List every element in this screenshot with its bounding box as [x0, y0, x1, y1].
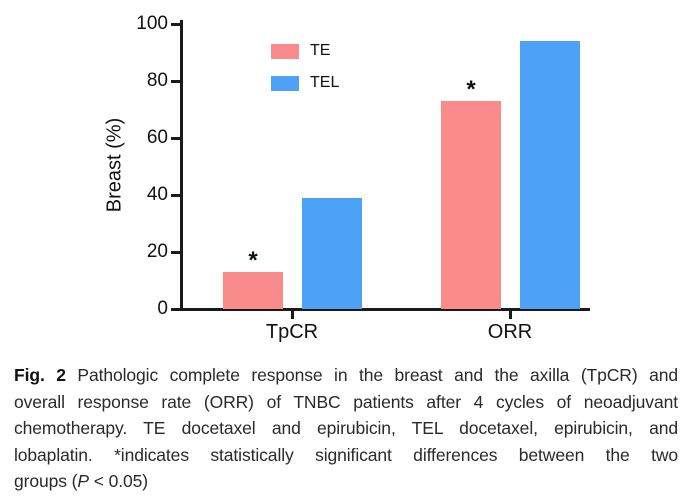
y-tick-label: 20 — [146, 241, 168, 262]
legend-label-tel: TEL — [310, 74, 340, 91]
caption-text: groups ( — [14, 471, 78, 492]
caption-line-1: Fig. 2 Pathologic complete response in t… — [14, 362, 678, 389]
figure-label: Fig. 2 — [14, 365, 66, 385]
caption-text: < 0.05) — [88, 471, 149, 492]
y-tick — [171, 137, 180, 140]
y-tick-label: 80 — [146, 70, 168, 91]
caption-line-4: lobaplatin. *indicates statistically sig… — [14, 444, 678, 465]
bar-te-orr — [441, 101, 501, 309]
bar-chart: Breast (%) 0 20 40 60 80 100 TpCR ORR * * TE TEL — [104, 13, 590, 343]
y-tick — [171, 251, 180, 254]
p-value: P — [77, 471, 89, 492]
legend-swatch-tel — [271, 76, 299, 91]
y-tick-label: 0 — [157, 298, 168, 319]
caption-text: Pathologic complete response in the brea… — [77, 365, 678, 385]
x-axis — [180, 308, 590, 311]
x-tick — [509, 311, 512, 319]
caption-line-5: groups (P < 0.05) — [14, 468, 678, 495]
legend-swatch-te — [271, 44, 299, 59]
y-tick — [171, 80, 180, 83]
y-axis — [180, 20, 183, 311]
y-tick — [171, 308, 180, 311]
y-tick — [171, 194, 180, 197]
legend-label-te: TE — [310, 42, 331, 59]
x-tick-label-tpcr: TpCR — [265, 321, 319, 343]
caption-line-2: overall response rate (ORR) of TNBC pati… — [14, 391, 678, 412]
bar-tel-orr — [520, 41, 580, 309]
y-tick-label: 100 — [136, 13, 168, 34]
figure-caption: Fig. 2 Pathologic complete response in t… — [14, 362, 678, 495]
y-tick — [171, 23, 180, 26]
x-tick — [291, 311, 294, 319]
y-tick-label: 60 — [146, 127, 168, 148]
x-tick-label-orr: ORR — [487, 321, 533, 343]
caption-line-3: chemotherapy. TE docetaxel and epirubici… — [14, 418, 678, 439]
bar-te-tpcr — [223, 272, 283, 309]
significance-star-orr: * — [466, 76, 476, 103]
y-tick-label: 40 — [146, 184, 168, 205]
bar-tel-tpcr — [302, 198, 362, 309]
significance-star-tpcr: * — [248, 247, 258, 274]
